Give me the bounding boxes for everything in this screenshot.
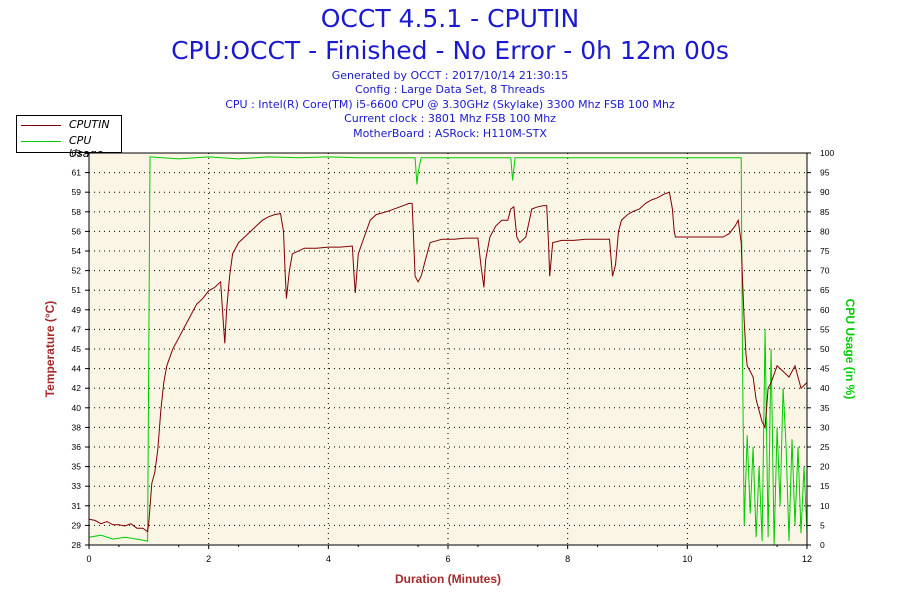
y-axis-label-right: CPU Usage (in %)	[843, 299, 857, 400]
info-cpu: CPU : Intel(R) Core(TM) i5-6600 CPU @ 3.…	[225, 97, 675, 111]
x-tick-label: 2	[206, 554, 211, 564]
y-tick-label-left: 56	[72, 226, 82, 236]
y-tick-label-right: 15	[820, 481, 830, 491]
y-tick-label-right: 60	[820, 305, 830, 315]
y-tick-label-left: 63	[72, 148, 82, 158]
y-tick-label-left: 45	[72, 344, 82, 354]
y-tick-label-left: 49	[72, 305, 82, 315]
legend-item-cputin: CPUTIN	[17, 118, 121, 134]
y-tick-label-left: 61	[72, 168, 82, 178]
y-tick-label-right: 65	[820, 285, 830, 295]
info-config: Config : Large Data Set, 8 Threads	[355, 83, 545, 97]
y-tick-label-right: 35	[820, 403, 830, 413]
y-tick-label-right: 45	[820, 364, 830, 374]
y-tick-label-right: 0	[820, 540, 825, 550]
y-tick-label-right: 85	[820, 207, 830, 217]
series-line-cpu-usage	[88, 156, 808, 546]
y-tick-label-left: 40	[72, 403, 82, 413]
y-tick-label-right: 80	[820, 226, 830, 236]
y-tick-label-left: 35	[72, 462, 82, 472]
y-tick-label-left: 28	[72, 540, 82, 550]
legend-swatch-cpu-usage	[21, 141, 61, 142]
y-tick-label-left: 52	[72, 266, 82, 276]
y-tick-label-right: 20	[820, 462, 830, 472]
y-tick-label-right: 30	[820, 422, 830, 432]
y-tick-label-right: 100	[820, 148, 834, 158]
x-tick-label: 4	[326, 554, 331, 564]
y-tick-label-left: 33	[72, 481, 82, 491]
x-tick-label: 12	[802, 554, 812, 564]
y-tick-label-right: 40	[820, 383, 830, 393]
plot-border	[88, 152, 808, 546]
y-tick-label-right: 95	[820, 168, 830, 178]
y-tick-label-right: 25	[820, 442, 830, 452]
y-tick-label-left: 44	[72, 364, 82, 374]
y-tick-label-left: 38	[72, 422, 82, 432]
y-tick-label-right: 10	[820, 501, 830, 511]
x-tick-label: 6	[445, 554, 450, 564]
y-tick-label-right: 75	[820, 246, 830, 256]
chart-subtitle: CPU:OCCT - Finished - No Error - 0h 12m …	[171, 36, 729, 65]
right-axis-ticks: 0 5 10 15 20 25 30 35 40 45 50 55 60 65 70 75 80 85 90 95 10…	[807, 148, 834, 550]
y-tick-label-left: 29	[72, 520, 82, 530]
y-tick-label-left: 51	[72, 285, 82, 295]
y-tick-label-left: 59	[72, 187, 82, 197]
y-tick-label-left: 42	[72, 383, 82, 393]
x-axis-ticks: 0 2 4 6 8 10 12	[86, 545, 812, 564]
y-tick-label-left: 58	[72, 207, 82, 217]
y-tick-label-right: 90	[820, 187, 830, 197]
x-axis-label: Duration (Minutes)	[395, 572, 501, 586]
x-tick-label: 10	[682, 554, 692, 564]
y-tick-label-right: 55	[820, 324, 830, 334]
x-tick-label: 0	[86, 554, 91, 564]
y-tick-label-left: 36	[72, 442, 82, 452]
y-tick-label-left: 31	[72, 501, 82, 511]
y-tick-label-right: 70	[820, 266, 830, 276]
info-block: Generated by OCCT : 2017/10/14 21:30:15 …	[0, 69, 900, 141]
chart-title: OCCT 4.5.1 - CPUTIN	[320, 4, 580, 33]
y-axis-label-left: Temperature (°C)	[43, 301, 57, 398]
legend-swatch-cputin	[21, 125, 61, 126]
info-motherboard: MotherBoard : ASRock: H110M-STX	[353, 126, 547, 140]
grid	[89, 153, 807, 545]
x-tick-label: 8	[565, 554, 570, 564]
legend-label-cputin: CPUTIN	[69, 118, 110, 131]
y-tick-label-right: 50	[820, 344, 830, 354]
left-axis-ticks: 28 29 31 33 35 36 38 40 42 44 45 47 49 51 52 54 56 58 59 61…	[72, 148, 89, 550]
info-clock: Current clock : 3801 Mhz FSB 100 Mhz	[344, 112, 556, 126]
y-tick-label-left: 47	[72, 324, 82, 334]
y-tick-label-right: 5	[820, 520, 825, 530]
series-line-cputin	[88, 191, 808, 533]
info-generated: Generated by OCCT : 2017/10/14 21:30:15	[331, 69, 569, 82]
y-tick-label-left: 54	[72, 246, 82, 256]
